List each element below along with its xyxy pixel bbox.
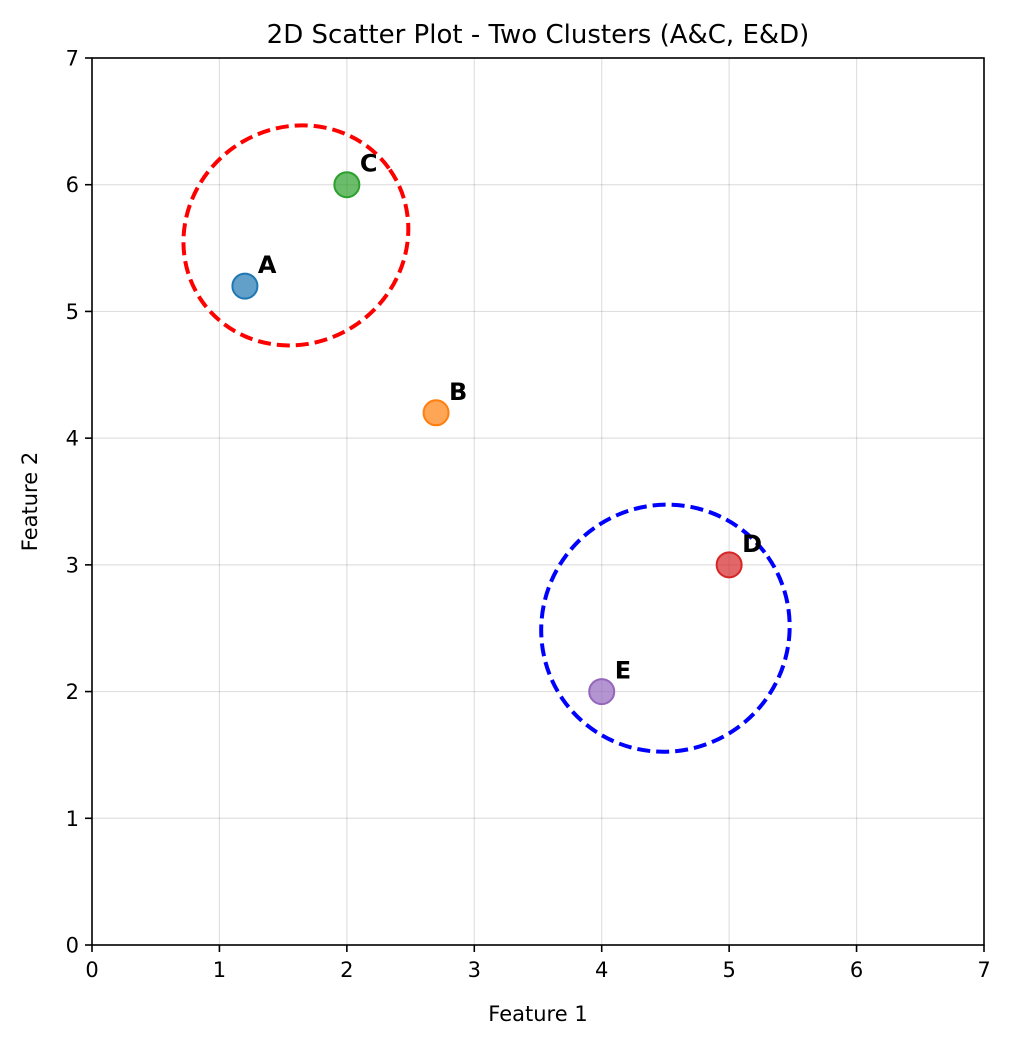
data-point-b: [422, 399, 450, 427]
x-axis-label: Feature 1: [488, 1002, 587, 1026]
x-tick-label: 6: [850, 958, 863, 982]
y-tick-label: 5: [66, 300, 79, 324]
point-label-c: C: [360, 150, 378, 178]
y-tick-label: 3: [66, 553, 79, 577]
x-tick-label: 5: [722, 958, 735, 982]
x-tick-label: 0: [85, 958, 98, 982]
point-label-a: A: [258, 251, 277, 279]
y-tick-label: 2: [66, 680, 79, 704]
cluster-ellipses: [181, 123, 792, 754]
y-tick-label: 0: [66, 934, 79, 958]
y-tick-label: 4: [66, 427, 79, 451]
y-tick-label: 1: [66, 807, 79, 831]
plot-frame: [91, 57, 985, 946]
chart-title: 2D Scatter Plot - Two Clusters (A&C, E&D…: [267, 20, 810, 50]
cluster-ellipse-ac: [181, 123, 411, 348]
x-tick-label: 3: [468, 958, 481, 982]
x-tick-label: 2: [340, 958, 353, 982]
x-tick-label: 4: [595, 958, 608, 982]
grid-lines: [91, 57, 985, 946]
point-label-b: B: [449, 378, 467, 406]
cluster-ellipse-ed: [539, 502, 792, 754]
y-tick-label: 6: [66, 173, 79, 197]
data-point-c: [333, 171, 361, 199]
x-tick-label: 1: [213, 958, 226, 982]
ticks: 0 1 2 3 4 5 6 7 0 1 2 3 4 5 6 7: [66, 47, 991, 983]
point-label-d: D: [742, 530, 762, 558]
data-point-d: [715, 551, 743, 579]
axes: [91, 57, 985, 946]
y-axis-label: Feature 2: [18, 452, 42, 551]
x-tick-label: 7: [977, 958, 990, 982]
data-point-a: [231, 272, 259, 300]
point-label-e: E: [615, 657, 631, 685]
data-points: A B C D E: [231, 150, 762, 706]
data-point-e: [588, 678, 616, 706]
y-tick-label: 7: [66, 47, 79, 71]
